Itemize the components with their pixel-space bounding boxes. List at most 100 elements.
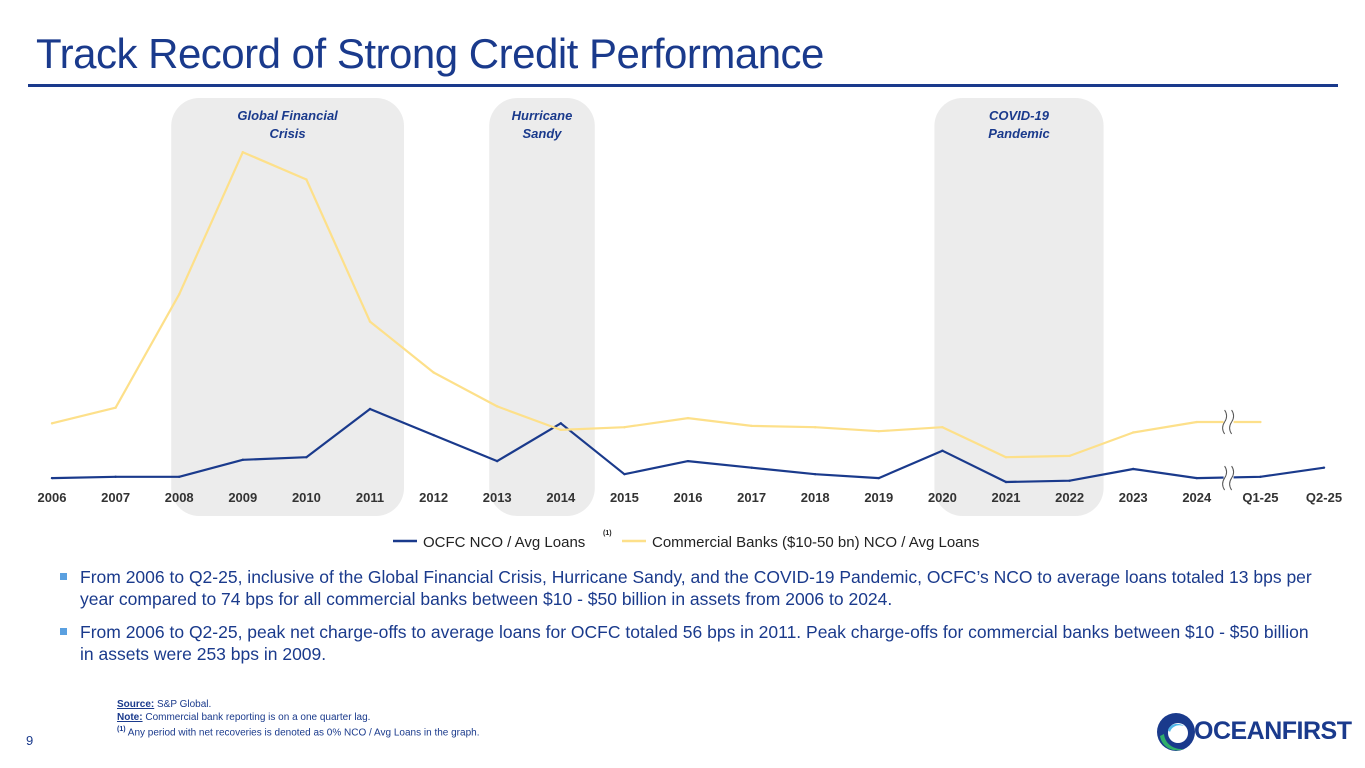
data-point xyxy=(114,475,117,478)
x-tick-label: 2016 xyxy=(674,490,703,505)
data-point xyxy=(877,429,880,433)
x-tick-label: 2007 xyxy=(101,490,130,505)
x-tick-label: 2024 xyxy=(1182,490,1212,505)
data-point xyxy=(178,293,181,296)
x-tick-label: Q1-25 xyxy=(1242,490,1278,505)
data-point xyxy=(877,476,880,480)
logo-wordmark: OCEANFIRST xyxy=(1194,717,1352,745)
event-band xyxy=(489,98,595,516)
data-point xyxy=(623,426,626,429)
data-point xyxy=(241,458,244,462)
data-point xyxy=(241,150,244,154)
series-line xyxy=(51,151,1261,459)
legend-label: OCFC NCO / Avg Loans xyxy=(423,534,585,551)
bullet-item: From 2006 to Q2-25, peak net charge-offs… xyxy=(60,621,1320,665)
x-tick-label: 2020 xyxy=(928,490,957,505)
event-label: Pandemic xyxy=(988,126,1050,141)
x-tick-label: 2022 xyxy=(1055,490,1084,505)
x-axis-ticks: 2006 2007 2008 2009 2010 2011 2012 2013 2014 2015… xyxy=(38,490,1343,505)
x-tick-label: 2021 xyxy=(992,490,1021,505)
data-point xyxy=(305,456,308,459)
footnote-text: Any period with net recoveries is denote… xyxy=(125,727,480,739)
event-band xyxy=(171,98,404,516)
data-point xyxy=(50,422,54,425)
footnote-marker: (1) xyxy=(117,726,126,733)
event-bands: Global Financial Crisis Hurricane Sandy COVI… xyxy=(171,98,1104,516)
footnote-source: Source: S&P Global. xyxy=(117,699,479,712)
data-point xyxy=(750,466,753,469)
data-point xyxy=(496,405,499,408)
x-tick-label: 2014 xyxy=(546,490,576,505)
bullet-text: From 2006 to Q2-25, inclusive of the Glo… xyxy=(80,567,1312,609)
data-point xyxy=(114,406,117,409)
footnotes: Source: S&P Global. Note: Commercial ban… xyxy=(117,699,479,740)
data-point xyxy=(432,371,435,374)
note-label: Note: xyxy=(117,711,143,723)
data-point xyxy=(686,459,690,463)
data-point xyxy=(941,426,944,429)
page-title: Track Record of Strong Credit Performanc… xyxy=(36,30,824,77)
x-tick-label: 2009 xyxy=(228,490,257,505)
x-tick-label: Q2-25 xyxy=(1306,490,1342,505)
data-point xyxy=(1132,467,1135,471)
axis-break-mark xyxy=(1222,409,1228,435)
x-tick-label: 2018 xyxy=(801,490,830,505)
footnote-note: Note: Commercial bank reporting is on a … xyxy=(117,712,479,725)
footnote-1: (1) Any period with net recoveries is de… xyxy=(117,724,479,740)
x-tick-label: 2011 xyxy=(356,490,384,505)
bullet-list: From 2006 to Q2-25, inclusive of the Glo… xyxy=(60,566,1320,676)
data-point xyxy=(623,472,626,476)
axis-break-mark xyxy=(1222,465,1228,491)
data-point xyxy=(1004,480,1008,484)
data-point xyxy=(178,475,181,478)
x-tick-label: 2023 xyxy=(1119,490,1148,505)
data-point xyxy=(1004,456,1008,459)
x-tick-label: 2006 xyxy=(38,490,67,505)
data-point xyxy=(1259,420,1262,424)
x-tick-label: 2008 xyxy=(165,490,194,505)
event-label: Hurricane xyxy=(512,108,573,123)
bullet-text: From 2006 to Q2-25, peak net charge-offs… xyxy=(80,622,1309,664)
data-point xyxy=(941,449,944,452)
data-point xyxy=(1068,454,1071,458)
legend: OCFC NCO / Avg Loans (1) Commercial Banks … xyxy=(393,530,979,551)
data-point xyxy=(496,459,499,463)
data-point xyxy=(1322,466,1326,469)
x-tick-label: 2012 xyxy=(419,490,448,505)
data-point xyxy=(559,428,562,432)
data-point xyxy=(750,424,753,428)
axis-break-mark xyxy=(1229,409,1235,435)
data-point xyxy=(814,426,817,429)
credit-chart: Global Financial Crisis Hurricane Sandy COVI… xyxy=(38,98,1343,551)
title-rule xyxy=(28,84,1338,87)
source-label: Source: xyxy=(117,699,155,710)
x-tick-label: 2015 xyxy=(610,490,639,505)
x-tick-label: 2019 xyxy=(864,490,893,505)
event-label: COVID-19 xyxy=(989,108,1050,123)
bullet-item: From 2006 to Q2-25, inclusive of the Glo… xyxy=(60,566,1320,610)
x-tick-label: 2013 xyxy=(483,490,512,505)
page-number: 9 xyxy=(26,733,34,748)
data-point xyxy=(559,422,562,425)
series-lines xyxy=(50,150,1326,491)
axis-break-mark xyxy=(1229,465,1235,491)
bullet-marker xyxy=(60,628,67,635)
legend-footnote-marker: (1) xyxy=(603,530,612,537)
oceanfirst-logo-icon xyxy=(1157,713,1195,751)
bullet-marker xyxy=(60,573,67,580)
axis-break-gap xyxy=(1223,466,1234,491)
data-point xyxy=(1132,431,1135,434)
data-point xyxy=(432,433,435,437)
x-tick-label: 2017 xyxy=(737,490,766,505)
data-point xyxy=(814,472,817,476)
event-label: Crisis xyxy=(270,126,306,141)
source-text: S&P Global. xyxy=(154,699,212,710)
data-point xyxy=(1068,479,1071,482)
data-point xyxy=(1259,475,1262,478)
data-point xyxy=(368,407,372,411)
data-point xyxy=(686,416,690,420)
axis-break-gap xyxy=(1223,410,1234,435)
note-text: Commercial bank reporting is on a one qu… xyxy=(142,711,371,723)
legend-label: Commercial Banks ($10-50 bn) NCO / Avg L… xyxy=(652,534,979,551)
data-point xyxy=(305,178,308,181)
